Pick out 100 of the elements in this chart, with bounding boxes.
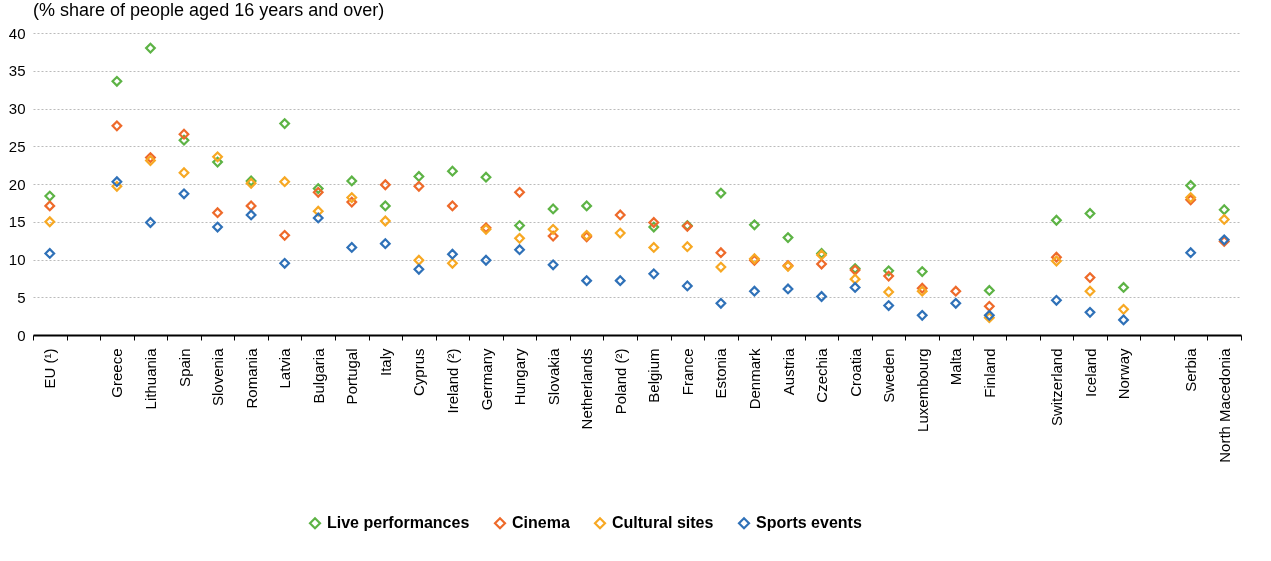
y-tick-label: 35 — [8, 62, 26, 80]
point — [883, 300, 895, 311]
legend-label: Sports events — [756, 514, 862, 532]
point — [849, 282, 861, 293]
point — [883, 270, 895, 282]
point — [145, 217, 156, 228]
point — [883, 265, 895, 277]
point — [1084, 285, 1096, 297]
point — [44, 200, 56, 212]
point — [145, 42, 156, 54]
x-tick-label: Portugal — [343, 348, 361, 405]
x-tick-label: EU (¹) — [41, 348, 59, 389]
x-tick-label: Sweden — [880, 348, 898, 403]
x-tick-label: Luxembourg — [913, 348, 931, 432]
x-tick-label: Bulgaria — [309, 347, 327, 404]
point — [816, 291, 827, 302]
point — [983, 285, 995, 296]
point — [346, 196, 358, 208]
point — [346, 241, 358, 253]
point — [648, 268, 660, 280]
point — [715, 261, 727, 273]
point — [883, 286, 895, 298]
point — [346, 175, 358, 187]
point — [413, 254, 425, 266]
point — [749, 285, 760, 297]
point — [916, 309, 928, 321]
point — [1185, 247, 1197, 259]
chart-title: (% share of people aged 16 years and over) — [33, 0, 385, 20]
x-tick-label: Latvia — [276, 347, 294, 389]
point — [547, 203, 559, 215]
point — [1118, 314, 1129, 326]
point — [413, 171, 425, 182]
point — [44, 248, 56, 259]
point — [379, 179, 391, 191]
x-tick-label: France — [678, 348, 696, 396]
point — [178, 188, 190, 200]
point — [1218, 214, 1230, 225]
point — [950, 297, 962, 309]
point — [212, 156, 223, 168]
x-tick-label: Germany — [477, 348, 495, 411]
point — [681, 280, 693, 292]
point — [111, 176, 123, 188]
point — [648, 241, 660, 253]
point — [312, 186, 324, 198]
point — [178, 128, 190, 140]
point — [916, 266, 928, 278]
x-tick-label: Switzerland — [1047, 348, 1065, 427]
point — [44, 190, 56, 202]
x-tick-label: Hungary — [511, 348, 529, 406]
x-tick-label: Slovakia — [544, 347, 562, 406]
x-tick-label: Austria — [779, 347, 797, 396]
point — [1118, 282, 1129, 293]
point — [715, 297, 727, 309]
point — [480, 171, 492, 183]
x-tick-label: Greece — [108, 348, 126, 398]
point — [614, 227, 626, 239]
point — [1185, 180, 1197, 191]
point — [145, 152, 156, 163]
point — [379, 200, 391, 212]
point — [849, 273, 861, 285]
point — [346, 192, 358, 204]
y-tick-label: 0 — [17, 326, 26, 344]
point — [480, 254, 492, 266]
point — [1084, 272, 1096, 284]
point — [816, 258, 827, 270]
x-tick-label: Denmark — [745, 348, 763, 410]
x-tick-label: Iceland — [1081, 348, 1099, 397]
point — [111, 180, 123, 192]
point — [111, 75, 123, 87]
x-tick-label: Croatia — [846, 347, 864, 397]
point — [312, 205, 324, 217]
x-tick-label: Finland — [980, 348, 998, 398]
x-tick-label: Romania — [242, 347, 260, 409]
point — [715, 247, 727, 259]
point — [1118, 303, 1129, 315]
x-tick-label: Ireland (²) — [443, 348, 461, 414]
y-tick-label: 10 — [8, 251, 26, 268]
x-tick-label: Norway — [1115, 348, 1133, 400]
point — [279, 257, 291, 269]
x-tick-label: Spain — [175, 348, 193, 387]
point — [447, 257, 458, 269]
point — [681, 241, 693, 253]
x-tick-label: Netherlands — [578, 348, 596, 430]
point — [212, 151, 223, 163]
y-tick-label: 40 — [8, 24, 26, 42]
point — [212, 221, 223, 233]
y-tick-label: 5 — [17, 288, 26, 306]
y-tick-label: 25 — [8, 137, 26, 155]
point — [145, 155, 156, 167]
point — [379, 215, 391, 227]
point — [447, 200, 458, 212]
x-tick-label: Poland (²) — [611, 348, 629, 415]
point — [44, 216, 56, 228]
point — [413, 180, 425, 192]
point — [178, 167, 190, 179]
legend-label: Cultural sites — [612, 514, 714, 532]
point — [312, 212, 324, 224]
point — [1051, 255, 1062, 267]
x-tick-label: Malta — [947, 347, 965, 386]
point — [413, 263, 425, 275]
